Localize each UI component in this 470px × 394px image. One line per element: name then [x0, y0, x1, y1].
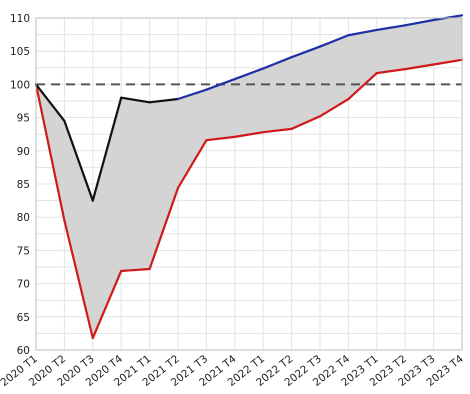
- series-2-segment: [347, 72, 378, 101]
- y-tick-label: 90: [17, 146, 30, 158]
- y-tick-label: 100: [10, 79, 30, 91]
- y-tick-labels: 60 65 70 75 80 85 90 95 100 105 110: [10, 13, 30, 357]
- series-2-segment: [34, 83, 66, 222]
- series-1-segment: [404, 18, 435, 27]
- series-2-segment: [91, 269, 123, 340]
- y-tick-label: 105: [10, 46, 30, 58]
- series-1-segment: [318, 34, 350, 48]
- series-1-segment: [262, 56, 293, 70]
- plot-frame: [35, 17, 463, 351]
- series-1-segment: [290, 45, 322, 59]
- series-1-segment: [120, 96, 151, 104]
- series-1-segment: [34, 83, 66, 123]
- y-tick-label: 110: [10, 13, 30, 25]
- series-1-segment: [347, 28, 378, 37]
- series-2-segment: [148, 186, 180, 271]
- y-tick-label: 70: [17, 279, 30, 291]
- series-2-segment: [205, 135, 236, 142]
- series-2-segment: [375, 68, 407, 75]
- y-tick-label: 60: [17, 345, 30, 357]
- series-1-segment: [375, 24, 407, 32]
- series-2-segment: [120, 267, 151, 273]
- series-2-segment: [290, 115, 322, 130]
- series-1-segment: [233, 67, 265, 81]
- series-1-segment: [176, 88, 208, 101]
- series-2-segment: [176, 139, 208, 190]
- y-tick-label: 65: [17, 312, 30, 324]
- range-band: [36, 15, 462, 339]
- y-tick-label: 75: [17, 245, 30, 257]
- series-2-segment: [262, 127, 293, 134]
- series-2-segment: [233, 131, 265, 138]
- series-2-segment: [404, 63, 435, 71]
- series-1-segment: [91, 96, 123, 202]
- series-1-segment: [148, 97, 180, 104]
- series-1-segment: [205, 77, 236, 91]
- series-1-segment: [63, 119, 94, 202]
- y-tick-label: 95: [17, 113, 30, 125]
- y-tick-label: 80: [17, 212, 30, 224]
- series-2-segment: [318, 97, 350, 118]
- series-2-segment: [63, 219, 94, 340]
- y-tick-label: 85: [17, 179, 30, 191]
- series-2-segment: [432, 58, 464, 66]
